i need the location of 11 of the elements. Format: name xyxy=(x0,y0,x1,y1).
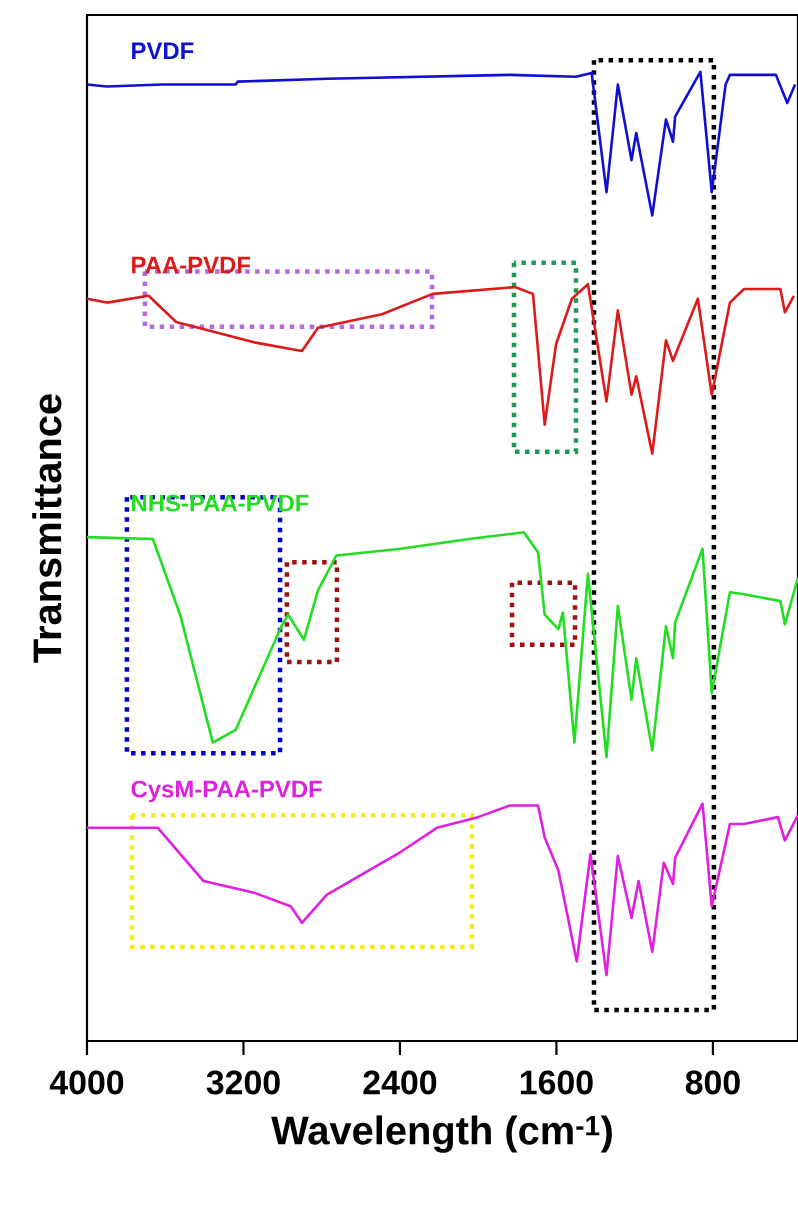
x-tick-label: 2400 xyxy=(363,1070,437,1095)
series-label: PVDF xyxy=(132,42,194,60)
series-label: CysM-PAA-PVDF xyxy=(131,780,322,803)
series-label: NHS-PAA-PVDF xyxy=(132,494,309,512)
x-tick-label: 4000 xyxy=(49,1070,124,1095)
x-tick-label: 3200 xyxy=(206,1070,280,1095)
x-axis-title: Wavelength (cm$^{-1}$) xyxy=(271,1115,612,1153)
y-axis-title: Transmittance xyxy=(32,394,62,663)
series-label: PAA-PVDF xyxy=(132,256,251,274)
x-tick-label: 1600 xyxy=(520,1070,593,1095)
x-tick-label: 800 xyxy=(685,1070,740,1095)
